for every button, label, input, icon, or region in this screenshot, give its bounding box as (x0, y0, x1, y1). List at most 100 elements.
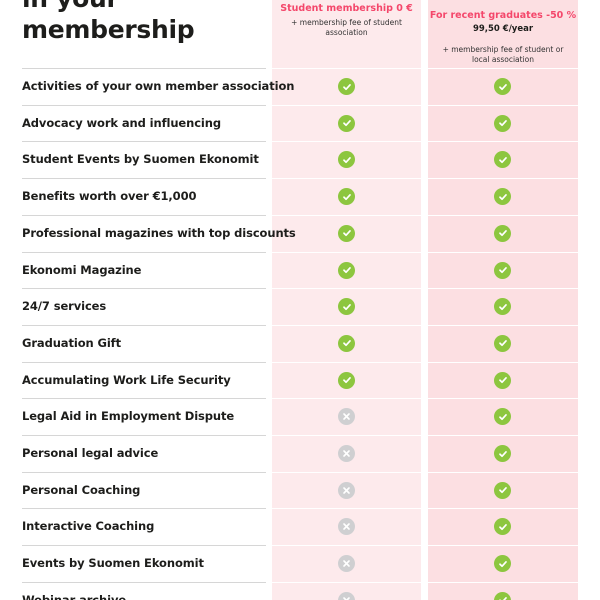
row-divider (22, 398, 266, 400)
row-divider (428, 508, 578, 510)
check-icon (494, 371, 511, 389)
row-divider (272, 545, 421, 547)
benefit-label: Webinar archive (22, 592, 127, 600)
table-row: 24/7 services (22, 288, 578, 325)
benefit-label: Personal legal advice (22, 446, 159, 460)
row-divider (428, 104, 578, 106)
row-divider (272, 471, 421, 473)
student-plan-note: + membership fee of student association (291, 18, 402, 37)
row-divider (428, 361, 578, 363)
row-divider (22, 324, 266, 326)
row-divider (428, 324, 578, 326)
row-divider (272, 398, 421, 400)
row-divider (272, 508, 421, 510)
row-divider (428, 398, 578, 400)
check-icon (338, 371, 355, 389)
row-divider (272, 435, 421, 436)
benefit-label: 24/7 services (22, 299, 107, 314)
check-icon (494, 408, 511, 426)
row-divider (428, 581, 578, 583)
row-divider (272, 581, 421, 583)
check-icon (338, 114, 355, 132)
check-icon (494, 518, 511, 536)
benefit-label: Graduation Gift (22, 335, 121, 350)
row-divider (22, 104, 266, 106)
table-row: Professional magazines with top discount… (22, 214, 578, 252)
table-row: Student Events by Suomen Ekonomit (22, 141, 578, 178)
benefit-label: Ekonomi Magazine (22, 262, 142, 277)
table-row: Interactive Coaching (22, 508, 578, 545)
check-icon (494, 188, 511, 206)
benefit-label: Professional magazines with top discount… (22, 225, 296, 240)
check-icon (338, 78, 355, 95)
heading-line-1: in your (22, 0, 194, 14)
row-divider (22, 178, 266, 180)
table-row: Personal legal advice (22, 435, 578, 472)
row-divider (428, 471, 578, 473)
cross-icon (338, 481, 355, 499)
check-icon (494, 261, 511, 279)
benefit-label: Benefits worth over €1,000 (22, 189, 197, 204)
check-icon (338, 224, 355, 242)
row-divider (428, 141, 578, 143)
row-divider (428, 214, 578, 216)
check-icon (494, 224, 511, 242)
check-icon (338, 334, 355, 352)
row-divider (272, 324, 421, 326)
heading-line-2: membership (22, 15, 195, 44)
row-divider (272, 361, 421, 363)
row-divider (22, 68, 266, 69)
check-icon (494, 591, 511, 600)
benefit-label: Student Events by Suomen Ekonomit (22, 152, 259, 167)
check-icon (494, 78, 511, 95)
table-row: Legal Aid in Employment Dispute (22, 398, 578, 435)
check-icon (494, 298, 511, 316)
row-divider (22, 214, 266, 216)
row-divider (272, 214, 421, 216)
row-divider (22, 288, 266, 290)
row-divider (428, 68, 578, 69)
benefit-label: Interactive Coaching (22, 519, 155, 534)
row-divider (272, 178, 421, 180)
row-divider (428, 178, 578, 180)
table-row: Ekonomi Magazine (22, 251, 578, 289)
cross-icon (338, 408, 355, 426)
row-divider (428, 288, 578, 290)
check-icon (494, 481, 511, 499)
table-row: Events by Suomen Ekonomit (22, 545, 578, 582)
row-divider (428, 545, 578, 547)
table-row: Webinar archive (22, 581, 578, 600)
table-row: Personal Coaching (22, 471, 578, 509)
row-divider (272, 251, 421, 253)
row-divider (22, 581, 266, 583)
check-icon (338, 261, 355, 279)
benefit-label: Advocacy work and influencing (22, 115, 221, 130)
row-divider (272, 288, 421, 290)
table-row: Advocacy work and influencing (22, 104, 578, 142)
row-divider (272, 68, 421, 69)
table-row: Activities of your own member associatio… (22, 68, 578, 105)
table-row: Accumulating Work Life Security (22, 361, 578, 399)
page-heading: in your membership (22, 0, 195, 45)
check-icon (338, 188, 355, 206)
row-divider (272, 104, 421, 106)
benefit-label: Events by Suomen Ekonomit (22, 556, 204, 571)
table-row: Graduation Gift (22, 324, 578, 362)
row-divider (22, 545, 266, 547)
student-plan-header: Student membership 0 € + membership fee … (272, 0, 421, 38)
benefit-label: Accumulating Work Life Security (22, 372, 231, 387)
cross-icon (338, 445, 355, 462)
graduate-plan-price: 99,50 €/year (472, 24, 534, 34)
check-icon (494, 114, 511, 132)
check-icon (338, 151, 355, 169)
check-icon (494, 334, 511, 352)
cross-icon (338, 518, 355, 536)
benefit-label: Legal Aid in Employment Dispute (22, 409, 235, 424)
benefit-label: Personal Coaching (22, 482, 141, 497)
row-divider (22, 141, 266, 143)
check-icon (494, 151, 511, 169)
check-icon (338, 298, 355, 316)
table-row: Benefits worth over €1,000 (22, 178, 578, 215)
cross-icon (338, 555, 355, 573)
benefit-label: Activities of your own member associatio… (22, 79, 295, 93)
